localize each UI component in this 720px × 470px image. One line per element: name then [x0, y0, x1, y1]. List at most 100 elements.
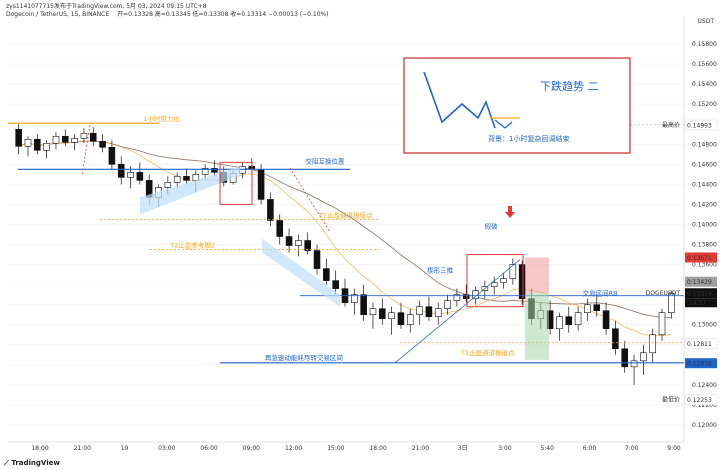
tradingview-logo: ⟋ TradingView — [4, 459, 60, 468]
candle[interactable] — [434, 308, 442, 318]
price-label-bg — [685, 276, 717, 287]
candle[interactable] — [71, 137, 78, 143]
fake-break-arrow — [505, 206, 515, 218]
candle[interactable] — [313, 250, 321, 269]
candle[interactable] — [397, 312, 405, 326]
candle[interactable] — [34, 138, 41, 151]
y-tick-label: 0.13600 — [692, 262, 717, 269]
candle[interactable] — [285, 236, 293, 246]
candle[interactable] — [52, 135, 60, 144]
candle[interactable] — [43, 142, 50, 151]
candle[interactable] — [462, 294, 470, 299]
candle[interactable] — [164, 182, 172, 188]
candle[interactable] — [500, 278, 507, 283]
candle[interactable] — [99, 140, 106, 148]
candle[interactable] — [201, 168, 209, 175]
candle[interactable] — [621, 348, 629, 368]
symbol-ohlc-line: Dogecoin / TetherUS, 15, BINANCE 开=0.133… — [6, 9, 329, 18]
annotation-text: 交易区间RB — [583, 289, 618, 298]
candle[interactable] — [453, 294, 461, 301]
x-tick-label: 12:00 — [285, 445, 302, 452]
target-zone — [525, 293, 549, 360]
x-tick-label: 18:00 — [369, 445, 386, 452]
candle[interactable] — [332, 280, 339, 289]
currency-label: USDT — [697, 18, 715, 25]
x-tick-label: 06:00 — [200, 445, 217, 452]
tradingview-logo-icon: ⟋ — [4, 459, 9, 467]
candle[interactable] — [612, 328, 619, 350]
candle[interactable] — [425, 306, 433, 318]
candle[interactable] — [472, 290, 479, 299]
annotation-text: T2止盈参考脚2 — [169, 241, 215, 250]
y-tick-label: 0.12400 — [692, 382, 717, 389]
price-label-bg — [684, 394, 718, 405]
candle[interactable] — [658, 312, 666, 336]
candle[interactable] — [117, 164, 125, 178]
candle[interactable] — [295, 240, 302, 246]
candle[interactable] — [89, 132, 97, 142]
candle[interactable] — [490, 282, 498, 287]
candle[interactable] — [127, 172, 134, 178]
price-label-bg — [685, 358, 717, 369]
candle[interactable] — [136, 172, 144, 181]
candle[interactable] — [24, 138, 32, 147]
candle[interactable] — [257, 169, 265, 200]
candle[interactable] — [649, 334, 656, 354]
candle[interactable] — [584, 304, 591, 313]
candle[interactable] — [379, 308, 386, 320]
y-tick-label: 0.15200 — [692, 101, 717, 108]
price-label-sub-bg — [685, 298, 717, 308]
candle[interactable] — [630, 360, 638, 368]
candle[interactable] — [304, 240, 311, 251]
inset-trend-line — [423, 71, 496, 129]
candle[interactable] — [668, 293, 675, 313]
candle[interactable] — [360, 294, 367, 315]
y-tick-label: 0.15800 — [692, 41, 717, 48]
y-tick-label: 0.15400 — [692, 81, 717, 88]
candle[interactable] — [444, 300, 451, 309]
candle[interactable] — [406, 314, 414, 326]
candle[interactable] — [593, 304, 601, 311]
candle[interactable] — [388, 312, 395, 320]
y-tick-label: 0.14800 — [692, 141, 717, 148]
y-tick-label: 0.15600 — [692, 61, 717, 68]
candle[interactable] — [61, 135, 69, 143]
price-label: 0.14993 — [687, 122, 712, 129]
y-tick-label: 0.14000 — [692, 221, 717, 228]
candle[interactable] — [565, 316, 573, 326]
symbol-title[interactable]: Dogecoin / TetherUS, 15, BINANCE — [6, 11, 110, 18]
price-label: 0.13671 — [687, 255, 712, 262]
candle[interactable] — [369, 308, 377, 315]
annotation-text: 楔形三推 — [427, 266, 454, 275]
inset-title: 下跌趋势 二 — [540, 79, 599, 93]
candle[interactable] — [267, 199, 274, 221]
candle[interactable] — [416, 306, 423, 315]
candle[interactable] — [276, 220, 284, 237]
price-label: 0.12253 — [687, 397, 712, 404]
candle[interactable] — [640, 352, 647, 362]
candle[interactable] — [323, 268, 330, 281]
price-label-sub: 14:57 — [689, 300, 706, 307]
candle[interactable] — [556, 316, 563, 330]
candle[interactable] — [351, 294, 358, 303]
candle[interactable] — [173, 176, 181, 183]
inset-note: 背景：1小时复杂回调结束 — [488, 134, 569, 143]
candle[interactable] — [15, 128, 22, 147]
annotation-text: T1止盈通道极值点 — [460, 348, 515, 357]
candle[interactable] — [80, 132, 88, 139]
publish-info: zys1141077715发布于TradingView.com, 5月 03, … — [6, 3, 207, 10]
x-tick-label: 3:00 — [498, 445, 512, 452]
candle[interactable] — [574, 312, 582, 326]
candle[interactable] — [211, 168, 218, 173]
price-label: 0.12811 — [687, 341, 712, 348]
inset-pullback — [494, 119, 513, 129]
candle[interactable] — [108, 146, 116, 165]
candle[interactable] — [602, 310, 610, 330]
candle[interactable] — [183, 176, 190, 181]
y-tick-label: 0.13800 — [692, 242, 717, 249]
candle[interactable] — [518, 264, 526, 299]
tradingview-logo-text: TradingView — [11, 459, 60, 467]
candle[interactable] — [509, 264, 517, 279]
